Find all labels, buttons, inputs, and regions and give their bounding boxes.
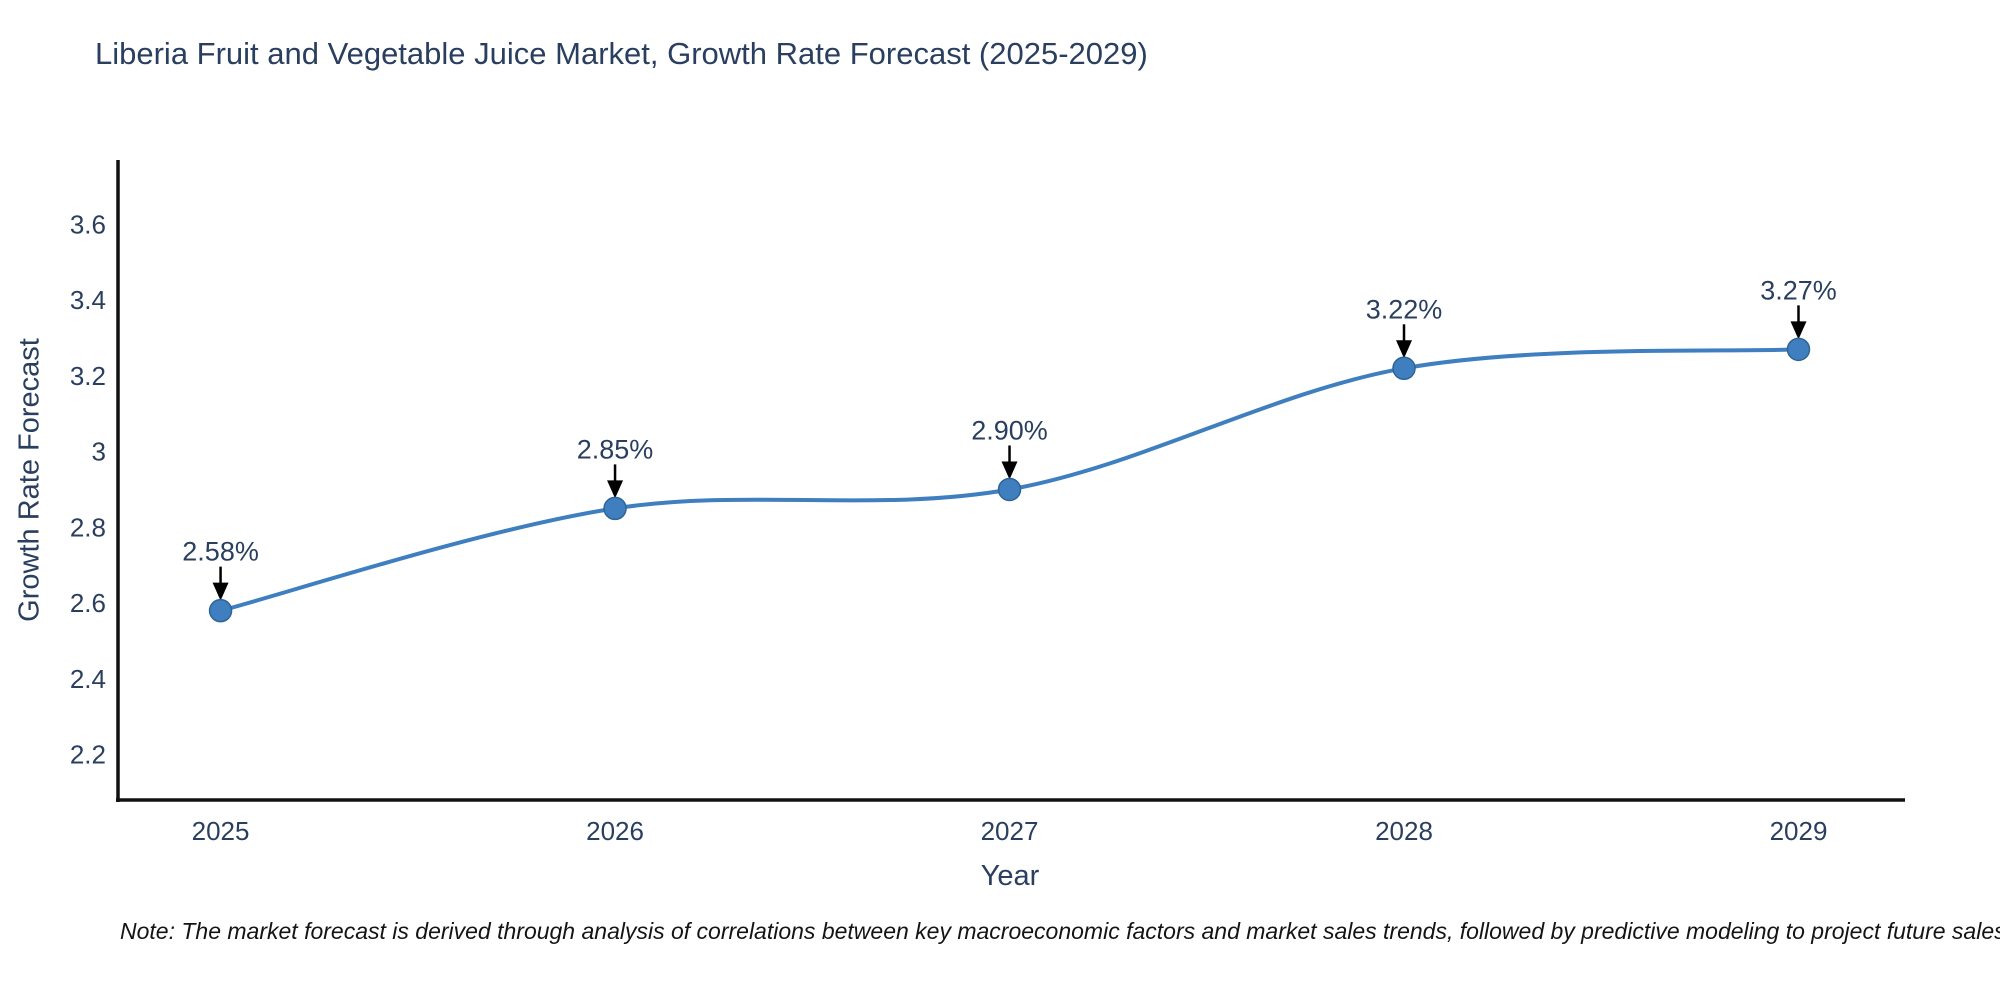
data-point-2026[interactable] [603,496,627,521]
annotation-label: 3.22% [1366,294,1443,324]
annotation-label: 2.58% [182,537,259,567]
y-tick-label: 3.6 [70,209,106,239]
data-point-2027[interactable] [997,477,1022,502]
annotation-label: 2.90% [971,415,1048,445]
chart-title: Liberia Fruit and Vegetable Juice Market… [95,36,1148,71]
y-tick-label: 3.2 [70,361,106,391]
y-axis-title: Growth Rate Forecast [13,338,46,622]
x-tick-label: 2026 [586,816,644,846]
annotation-arrowhead [1790,321,1807,340]
y-tick-label: 2.4 [70,664,106,694]
y-tick-label: 3.4 [70,285,106,315]
data-point-2028[interactable] [1392,356,1416,381]
data-point-2029[interactable] [1786,337,1811,362]
annotation-label: 3.27% [1760,275,1837,305]
data-point-2025[interactable] [208,598,233,623]
annotation-label: 2.85% [577,434,654,464]
x-tick-label: 2029 [1770,816,1828,846]
annotation-arrowhead [607,480,624,499]
x-tick-label: 2027 [981,816,1039,846]
x-axis-title: Year [980,860,1040,892]
annotation-arrowhead [1396,340,1413,359]
y-tick-label: 2.2 [70,740,106,770]
annotation-arrowhead [212,582,229,601]
annotation-arrowhead [1001,461,1018,480]
y-tick-label: 2.8 [70,512,106,542]
y-tick-label: 2.6 [70,588,106,618]
x-tick-label: 2025 [192,816,250,846]
y-tick-label: 3 [92,437,106,467]
x-tick-label: 2028 [1375,816,1433,846]
footnote: Note: The market forecast is derived thr… [120,918,2000,944]
